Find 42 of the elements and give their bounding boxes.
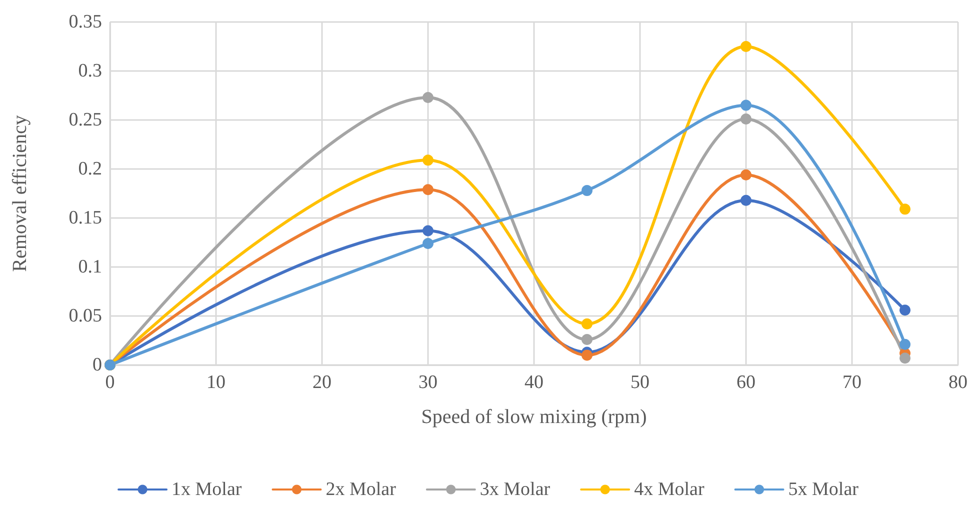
point <box>740 114 752 125</box>
point <box>422 184 434 196</box>
point <box>900 204 910 215</box>
x-tick-label: 30 <box>418 372 438 393</box>
point <box>422 238 434 249</box>
point <box>900 352 910 364</box>
point <box>740 194 752 206</box>
point <box>422 92 434 103</box>
y-tick-label: 0.05 <box>68 306 102 326</box>
x-axis-title: Speed of slow mixing (rpm) <box>421 406 647 428</box>
x-tick-label: 50 <box>630 372 650 393</box>
x-tick-label: 0 <box>105 372 115 393</box>
legend-label: 2x Molar <box>326 479 397 500</box>
point <box>740 169 752 180</box>
x-tick-label: 70 <box>842 372 862 393</box>
x-tick-label: 40 <box>524 372 544 393</box>
y-tick-label: 0 <box>92 354 102 376</box>
point <box>900 304 910 316</box>
y-tick-label: 0.35 <box>68 12 102 32</box>
point <box>740 100 752 111</box>
y-tick-label: 0.25 <box>68 110 102 130</box>
point <box>422 154 434 166</box>
point <box>582 350 592 361</box>
point <box>582 185 592 196</box>
point <box>582 318 592 330</box>
y-tick-label: 0.3 <box>78 60 102 82</box>
x-tick-label: 80 <box>948 372 968 393</box>
y-tick-label: 0.2 <box>78 158 102 180</box>
x-tick-label: 20 <box>312 372 332 393</box>
x-tick-label: 10 <box>206 372 226 393</box>
point <box>582 334 592 346</box>
y-tick-label: 0.15 <box>68 208 102 228</box>
legend-label: 3x Molar <box>480 479 551 500</box>
point <box>900 338 910 350</box>
y-axis-title: Removal efficiency <box>9 115 31 272</box>
point <box>740 41 752 52</box>
y-tick-label: 0.1 <box>78 256 102 278</box>
legend-label: 1x Molar <box>172 479 242 500</box>
point <box>422 225 434 236</box>
legend-label: 4x Molar <box>634 479 705 500</box>
x-tick-label: 60 <box>736 372 756 393</box>
legend-label: 5x Molar <box>788 479 860 500</box>
